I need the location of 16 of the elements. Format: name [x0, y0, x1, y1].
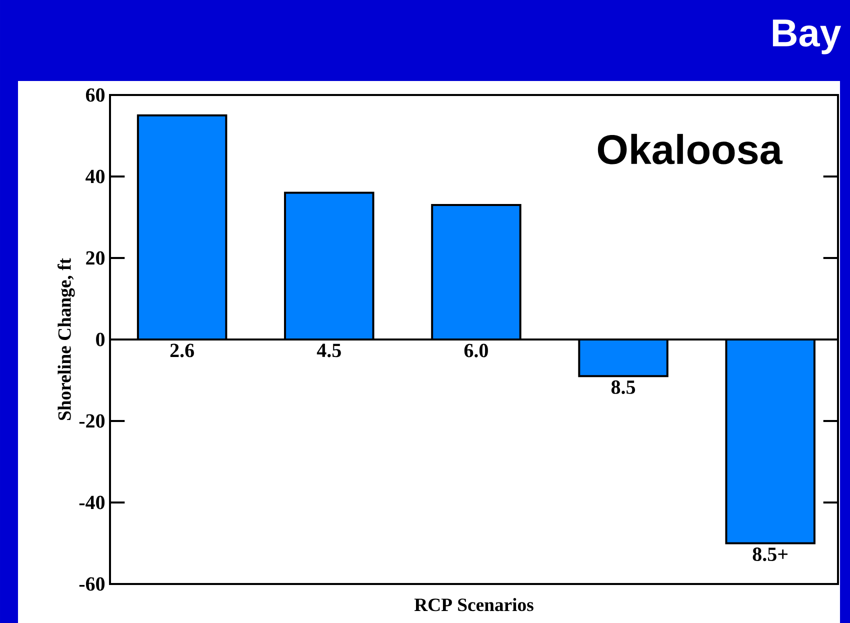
y-tick-label: -60	[79, 577, 105, 591]
x-tick-label: 2.6	[170, 344, 194, 358]
y-tick-label: 20	[86, 251, 105, 265]
y-tick-label: 40	[86, 170, 105, 184]
y-tick-label: -40	[79, 496, 105, 510]
x-tick-label: 4.5	[316, 344, 341, 358]
annotation: Okaloosa	[598, 134, 783, 164]
y-axis-title: Shoreline Change, ft	[58, 258, 75, 420]
y-tick-label: -20	[79, 414, 105, 428]
x-tick-label: 6.0	[464, 344, 488, 358]
chart-title: Bay	[772, 20, 842, 54]
x-axis-title: RCP Scenarios	[414, 598, 534, 612]
y-tick-label: 60	[86, 88, 105, 102]
y-tick-label: 0	[96, 332, 105, 346]
x-tick-label: 8.5+	[752, 548, 788, 562]
x-tick-label: 8.5	[611, 380, 636, 394]
